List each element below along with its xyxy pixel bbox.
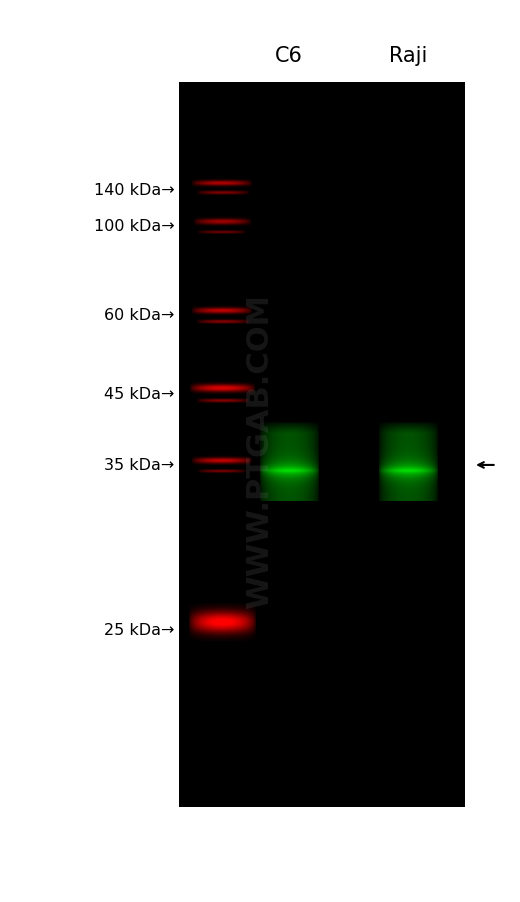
Text: 100 kDa→: 100 kDa→ xyxy=(94,219,174,234)
Text: C6: C6 xyxy=(275,46,303,66)
Bar xyxy=(179,83,465,807)
Text: 60 kDa→: 60 kDa→ xyxy=(104,308,174,322)
Text: WWW.PTGAB.COM: WWW.PTGAB.COM xyxy=(245,294,275,608)
Text: Raji: Raji xyxy=(389,46,427,66)
Text: 35 kDa→: 35 kDa→ xyxy=(104,458,174,473)
Text: 140 kDa→: 140 kDa→ xyxy=(94,183,174,198)
Text: 25 kDa→: 25 kDa→ xyxy=(104,622,174,638)
Text: 45 kDa→: 45 kDa→ xyxy=(104,387,174,402)
